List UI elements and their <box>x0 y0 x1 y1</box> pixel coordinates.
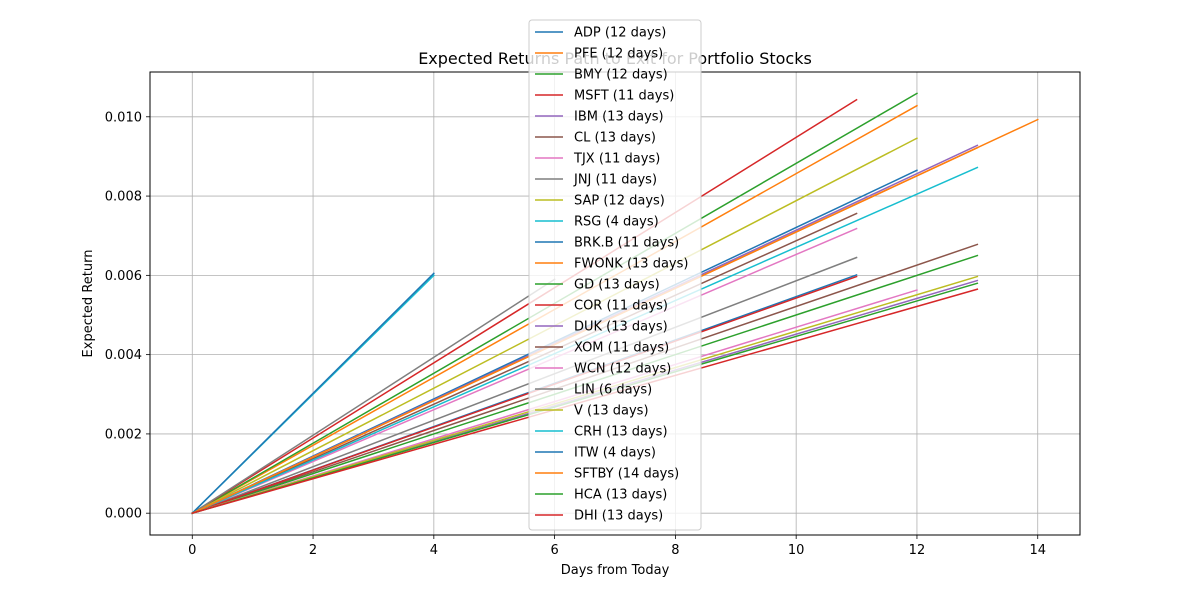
legend-label: DHI (13 days) <box>574 509 663 524</box>
legend-label: BMY (12 days) <box>574 68 668 83</box>
series-line-3 <box>191 98 858 515</box>
legend-label: BRK.B (11 days) <box>574 236 679 251</box>
legend-label: XOM (11 days) <box>574 341 669 356</box>
y-tick-label: 0.000 <box>105 507 142 522</box>
x-tick-label: 6 <box>550 543 558 558</box>
series-line-17 <box>191 278 556 515</box>
y-tick-label: 0.006 <box>105 269 142 284</box>
series-line-20 <box>191 272 435 515</box>
legend-label: LIN (6 days) <box>574 383 652 398</box>
x-tick-label: 8 <box>671 543 679 558</box>
series-line-6 <box>191 227 858 515</box>
axis-ticks: 0 2 4 6 8 10 12 14 0.000 0.002 0.004 0.006 0.008 0.01… <box>105 110 1046 558</box>
x-tick-label: 10 <box>788 543 805 558</box>
x-tick-label: 14 <box>1029 543 1046 558</box>
legend-label: RSG (4 days) <box>574 215 659 230</box>
legend-label: MSFT (11 days) <box>574 89 674 104</box>
legend-label: IBM (13 days) <box>574 110 664 125</box>
legend-label: CRH (13 days) <box>574 425 668 440</box>
legend-label: JNJ (11 days) <box>573 173 657 188</box>
y-tick-label: 0.008 <box>105 190 142 205</box>
series-line-15 <box>191 212 858 515</box>
legend-label: PFE (12 days) <box>574 47 663 62</box>
legend-label: SFTBY (14 days) <box>574 467 679 482</box>
x-tick-label: 0 <box>188 543 196 558</box>
legend: ADP (12 days) PFE (12 days) BMY (12 days) M… <box>528 19 702 531</box>
x-tick-label: 2 <box>309 543 317 558</box>
legend-label: DUK (13 days) <box>574 320 668 335</box>
legend-box <box>528 19 702 531</box>
legend-label: ITW (4 days) <box>574 446 656 461</box>
y-tick-label: 0.010 <box>105 110 142 125</box>
x-axis-label: Days from Today <box>561 563 670 578</box>
series-line-7 <box>191 256 858 515</box>
legend-label: WCN (12 days) <box>574 362 671 377</box>
legend-label: GD (13 days) <box>574 278 660 293</box>
legend-label: CL (13 days) <box>574 131 656 146</box>
y-axis-label: Expected Return <box>81 250 96 358</box>
legend-label: SAP (12 days) <box>574 194 665 209</box>
legend-label: FWONK (13 days) <box>574 257 688 272</box>
y-tick-label: 0.004 <box>105 348 142 363</box>
legend-label: V (13 days) <box>574 404 649 419</box>
legend-label: HCA (13 days) <box>574 488 667 503</box>
x-tick-label: 12 <box>909 543 926 558</box>
y-tick-label: 0.002 <box>105 427 142 442</box>
x-tick-label: 4 <box>430 543 438 558</box>
legend-label: ADP (12 days) <box>574 26 666 41</box>
series-line-13 <box>191 275 858 515</box>
legend-label: COR (11 days) <box>574 299 668 314</box>
legend-label: TJX (11 days) <box>573 152 660 167</box>
